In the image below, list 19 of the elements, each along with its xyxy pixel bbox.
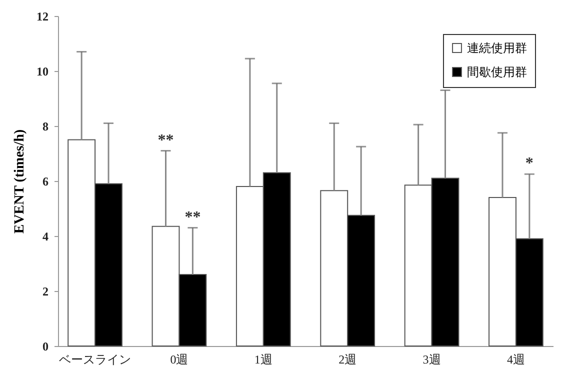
x-tick-label: 3週 [422,352,441,366]
x-tick-label: 0週 [170,352,188,366]
y-tick-label: 12 [36,10,48,24]
annotation: * [525,155,534,172]
x-tick-label: 2週 [338,352,357,366]
annotation: ** [158,132,174,149]
x-tick-label: 4週 [506,352,525,366]
annotation: ** [184,208,201,226]
y-tick-label: 10 [36,64,48,78]
y-tick-label: 2 [42,284,48,298]
x-tick-label: 1週 [254,352,272,366]
y-tick-label: 4 [42,230,48,244]
legend-label: 間歇使用群 [467,65,527,79]
x-tick-label: ベースライン [59,352,132,366]
y-tick-label: 6 [42,174,48,188]
y-axis-title: EVENT (times/h) [12,128,28,234]
y-tick-label: 0 [42,340,48,354]
y-tick-label: 8 [42,120,48,134]
legend-label: 連続使用群 [467,41,527,55]
